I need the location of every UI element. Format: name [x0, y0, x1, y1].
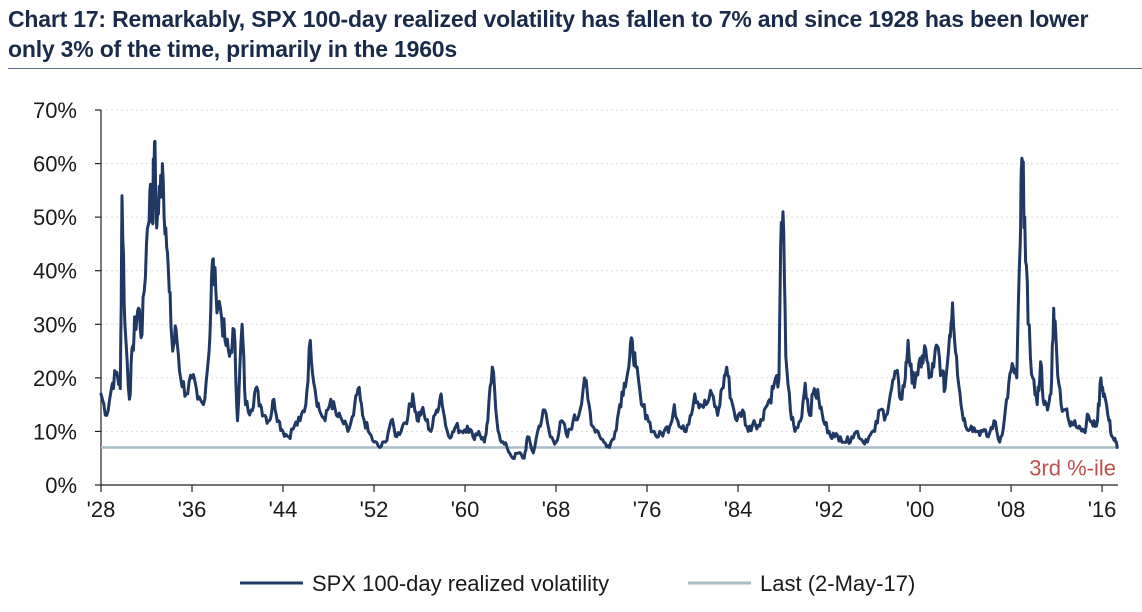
series-line-volatility	[99, 139, 1119, 461]
x-tick-label: '92	[815, 497, 844, 522]
x-tick-label: '84	[724, 497, 753, 522]
y-tick-label: 70%	[33, 98, 77, 123]
x-tick-label: '00	[906, 497, 935, 522]
legend-label-volatility: SPX 100-day realized volatility	[312, 571, 609, 596]
y-tick-label: 40%	[33, 259, 77, 284]
x-axis-ticks: '28 '36 '44 '52 '60 '68 '76 '84 '92 '00 '08 '16	[87, 485, 1117, 522]
x-tick-label: '08	[997, 497, 1026, 522]
series-layer	[99, 139, 1119, 461]
x-tick-label: '52	[360, 497, 389, 522]
gridlines	[101, 109, 1118, 432]
y-tick-label: 50%	[33, 205, 77, 230]
y-tick-label: 0%	[45, 473, 77, 498]
x-tick-label: '68	[542, 497, 571, 522]
x-tick-label: '76	[633, 497, 662, 522]
x-tick-label: '36	[178, 497, 207, 522]
x-tick-label: '16	[1088, 497, 1117, 522]
x-tick-label: '60	[451, 497, 480, 522]
y-tick-label: 60%	[33, 152, 77, 177]
y-tick-label: 10%	[33, 419, 77, 444]
chart-title: Chart 17: Remarkably, SPX 100-day realiz…	[8, 6, 1089, 62]
legend: SPX 100-day realized volatility Last (2-…	[240, 571, 915, 596]
title-divider	[8, 68, 1142, 69]
y-tick-label: 30%	[33, 312, 77, 337]
x-tick-label: '44	[269, 497, 298, 522]
axes	[100, 110, 1118, 486]
y-axis-ticks: 0% 10% 20% 30% 40% 50% 60% 70%	[33, 98, 101, 498]
percentile-annotation: 3rd %-ile	[1029, 456, 1116, 481]
legend-label-last: Last (2-May-17)	[760, 571, 915, 596]
y-tick-label: 20%	[33, 366, 77, 391]
x-tick-label: '28	[87, 497, 116, 522]
